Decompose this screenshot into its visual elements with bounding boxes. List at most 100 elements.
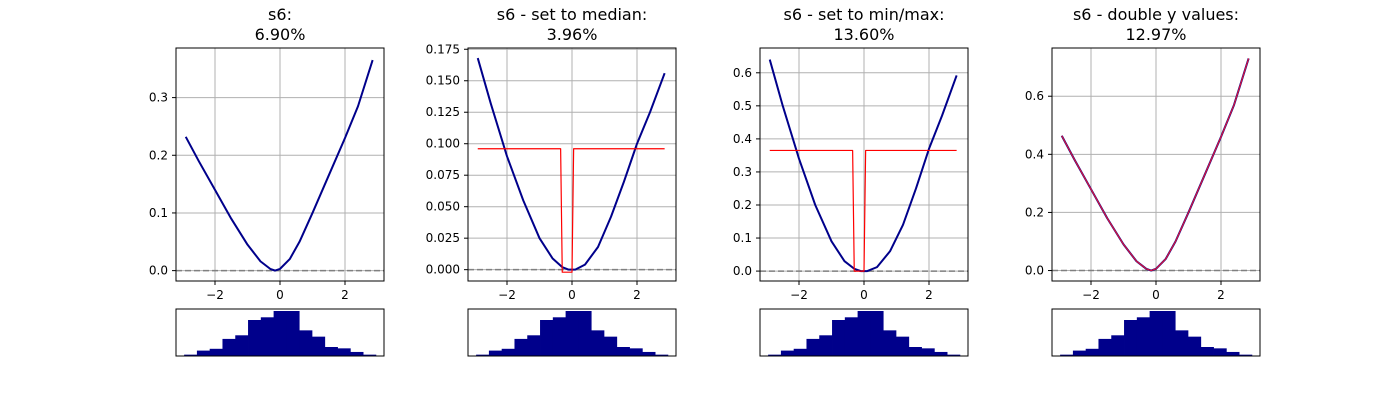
subplot-1: s6:6.90% −2 0 2 0.0 0.1 0.2 0.3 (149, 5, 385, 357)
histogram-bar (768, 354, 782, 356)
histogram-frame (467, 308, 677, 357)
histogram-bar (196, 350, 211, 356)
histogram-bar (857, 311, 871, 356)
subplot-title: s6 - set to median: (497, 5, 648, 24)
subplot-score: 13.60% (833, 25, 894, 44)
histogram-bar (947, 354, 961, 356)
histogram-bar (1187, 336, 1202, 356)
histogram-bar (1149, 311, 1163, 356)
histogram-bar (1162, 311, 1176, 356)
subplot-title: s6 - double y values: (1073, 5, 1239, 24)
subplot-2: s6 - set to median:3.96% −2 0 2 0.000 0.025 0.… (426, 5, 677, 357)
histogram-bar (1213, 348, 1227, 356)
histogram-bar (299, 330, 313, 356)
histogram-bar (235, 335, 249, 356)
histogram-bar (895, 336, 910, 356)
subplot-title: s6: (268, 5, 292, 24)
histogram-bar (1239, 354, 1253, 356)
y-tick-label: 0.2 (1025, 205, 1044, 219)
histogram-bar (311, 336, 326, 356)
y-tick-label: 0.3 (149, 91, 168, 105)
histogram-bar (603, 336, 618, 356)
histogram-bar (337, 348, 351, 356)
histogram-bar (819, 335, 833, 356)
x-tick-label: 0 (568, 288, 576, 302)
subplot-4: s6 - double y values:12.97% −2 0 2 0.0 0.2 0.4… (1025, 5, 1261, 357)
histogram-bar (844, 317, 859, 356)
x-tick-label: −2 (1082, 288, 1100, 302)
y-tick-label: 0.000 (426, 263, 460, 277)
modified-series-line (769, 149, 957, 272)
histogram-bar (1060, 354, 1074, 356)
histogram-bar (629, 348, 643, 356)
y-tick-label: 0.0 (149, 264, 168, 278)
histogram-bar (527, 335, 541, 356)
y-tick-label: 0.6 (1025, 89, 1044, 103)
y-tick-label: 0.025 (426, 231, 460, 245)
histogram-bar (655, 354, 669, 356)
histogram-bar (908, 347, 922, 356)
histogram-bar (1226, 351, 1240, 356)
histogram-bar (260, 317, 274, 356)
histogram-bar (883, 330, 897, 356)
histogram-bar (476, 354, 490, 356)
histogram-frame (175, 308, 385, 357)
histogram-bar (642, 351, 656, 356)
y-tick-label: 0.4 (733, 132, 752, 146)
y-tick-label: 0.5 (733, 99, 752, 113)
x-tick-label: 0 (1152, 288, 1160, 302)
histogram-bar (184, 354, 198, 356)
histogram-bar (806, 338, 820, 356)
histogram-bar (222, 338, 236, 356)
histogram-bar (1111, 335, 1125, 356)
histogram-bar (1175, 330, 1189, 356)
histogram-bar (363, 354, 377, 356)
y-tick-label: 0.125 (426, 105, 460, 119)
x-tick-label: 0 (860, 288, 868, 302)
y-tick-label: 0.6 (733, 66, 752, 80)
y-tick-label: 0.0 (1025, 264, 1044, 278)
histogram-bar (1124, 320, 1138, 356)
histogram-frame (1051, 308, 1261, 357)
y-tick-label: 0.4 (1025, 147, 1044, 161)
y-tick-label: 0.3 (733, 165, 752, 179)
x-tick-label: −2 (498, 288, 516, 302)
histogram-bar (286, 311, 300, 356)
histogram-bar (248, 320, 262, 356)
histogram-bar (793, 348, 807, 356)
y-tick-label: 0.2 (733, 198, 752, 212)
histogram-bar (921, 348, 935, 356)
y-tick-label: 0.1 (149, 206, 168, 220)
histogram-bar (540, 320, 554, 356)
series-line (184, 59, 374, 272)
y-tick-label: 0.050 (426, 200, 460, 214)
modified-series-line (1061, 58, 1250, 272)
histogram-bar (324, 347, 338, 356)
y-tick-label: 0.1 (733, 231, 752, 245)
histogram-bar (501, 348, 515, 356)
histogram-bar (209, 348, 223, 356)
histogram-bar (780, 350, 795, 356)
x-tick-label: 0 (276, 288, 284, 302)
histogram-bar (514, 338, 528, 356)
histogram-bar (1200, 347, 1214, 356)
x-tick-label: 2 (633, 288, 641, 302)
modified-series-line (477, 148, 665, 273)
histogram-bar (578, 311, 592, 356)
histogram-bar (1072, 350, 1087, 356)
y-tick-label: 0.150 (426, 74, 460, 88)
histogram-frame (759, 308, 969, 357)
histogram-bar (934, 351, 948, 356)
x-tick-label: −2 (206, 288, 224, 302)
histogram-bar (832, 320, 846, 356)
subplot-title: s6 - set to min/max: (784, 5, 945, 24)
histogram-bar (591, 330, 605, 356)
histogram-bar (616, 347, 630, 356)
histogram-bar (552, 317, 567, 356)
y-tick-label: 0.0 (733, 264, 752, 278)
histogram-bar (488, 350, 503, 356)
histogram-bar (350, 351, 364, 356)
subplot-3: s6 - set to min/max:13.60% −2 0 2 0.0 0.1 0.2 0… (733, 5, 969, 357)
histogram-bar (1085, 348, 1099, 356)
